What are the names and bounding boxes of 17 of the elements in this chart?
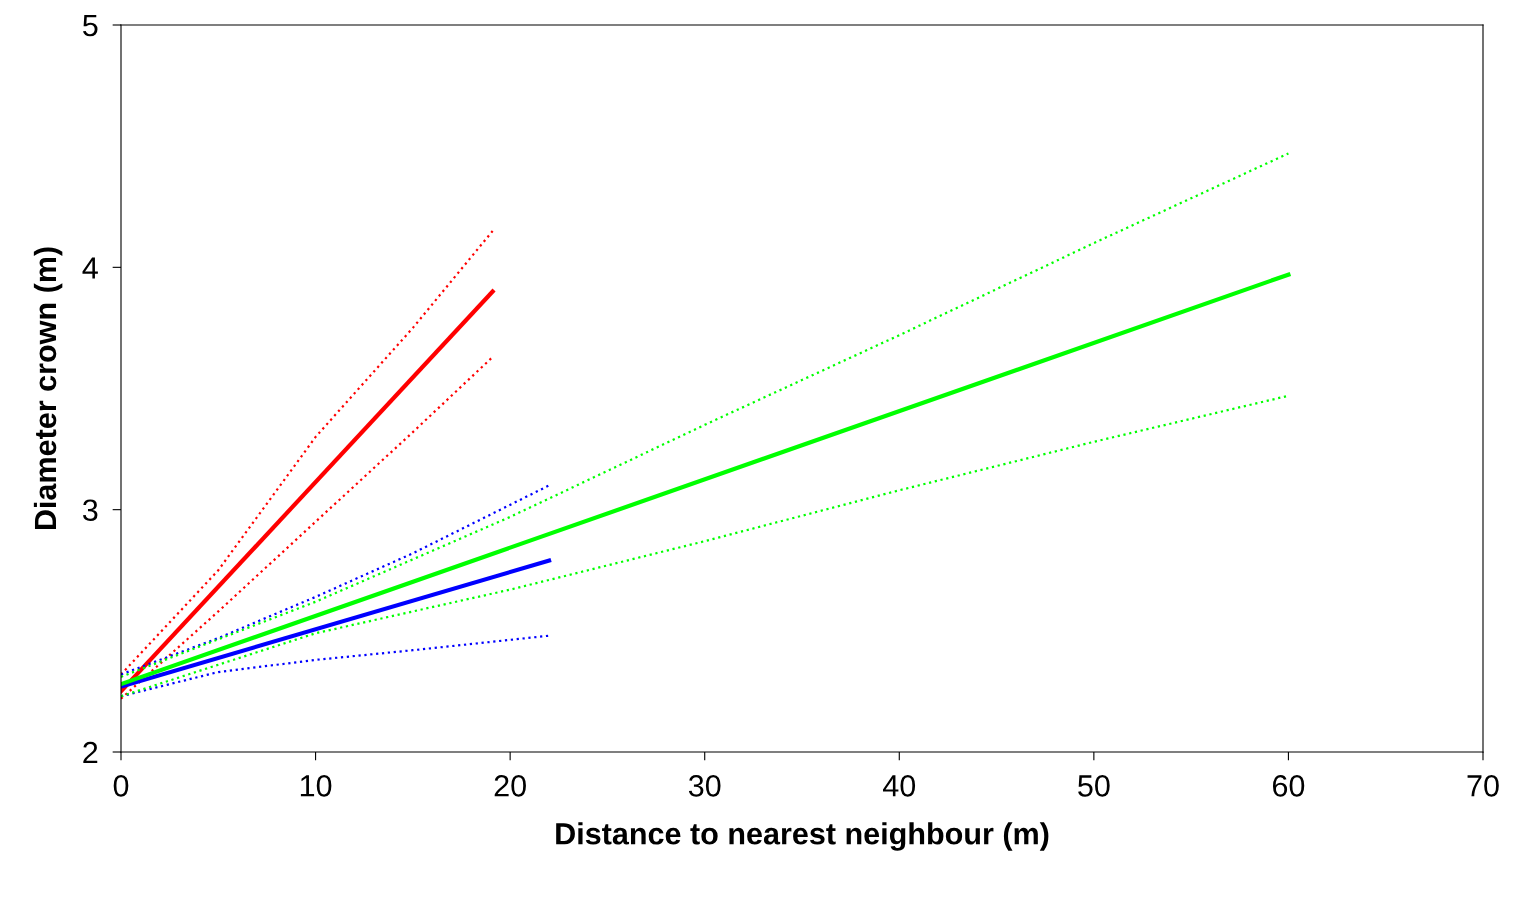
x-tick-label: 70 bbox=[1467, 775, 1499, 797]
x-axis-title: Distance to nearest neighbour (m) bbox=[556, 822, 1049, 851]
y-tick-label: 2 bbox=[83, 741, 98, 764]
y-tick-label: 3 bbox=[82, 499, 98, 522]
x-tick-label: 0 bbox=[113, 775, 129, 797]
y-axis-title: Diameter crown (m) bbox=[33, 247, 63, 530]
line-series bbox=[121, 484, 551, 676]
x-tick-label: 10 bbox=[300, 775, 332, 797]
x-tick-label: 50 bbox=[1078, 775, 1110, 797]
y-tick-label: 4 bbox=[82, 257, 98, 279]
line-series bbox=[121, 355, 494, 700]
x-tick-label: 30 bbox=[688, 775, 721, 797]
x-tick-label: 40 bbox=[883, 775, 916, 797]
line-series bbox=[121, 152, 1290, 678]
y-tick-label: 5 bbox=[83, 15, 98, 37]
x-tick-label: 20 bbox=[494, 775, 526, 797]
x-tick-label: 60 bbox=[1272, 775, 1305, 797]
